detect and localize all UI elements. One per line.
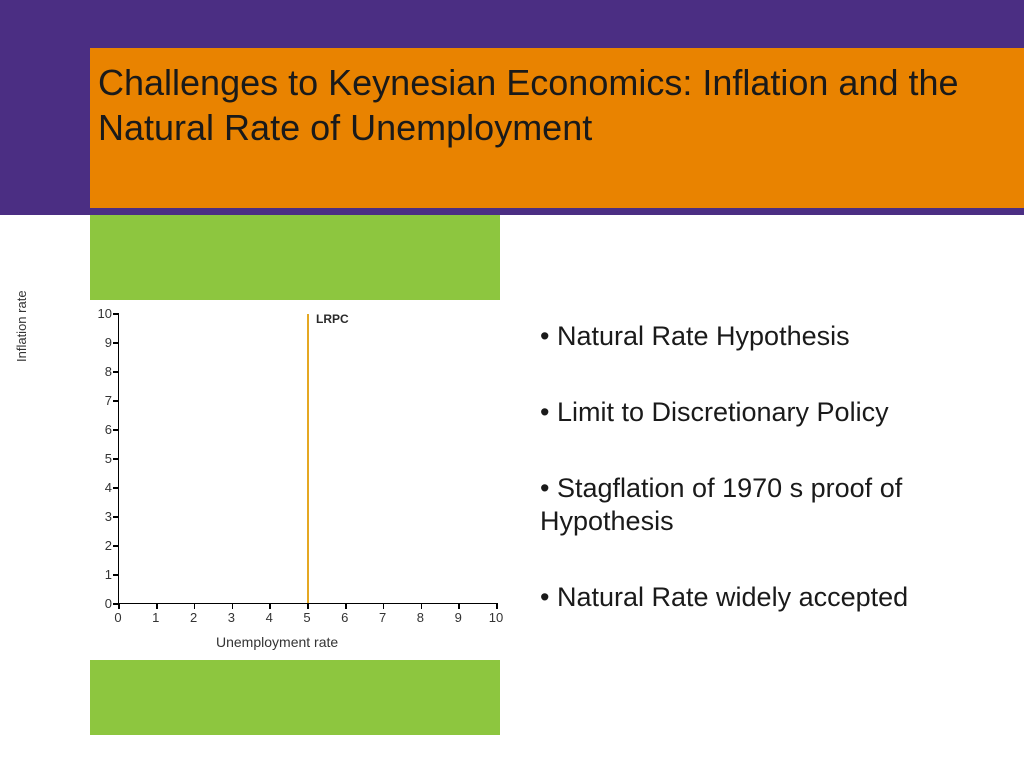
bullet-text: Limit to Discretionary Policy xyxy=(557,397,889,427)
y-tick-label: 10 xyxy=(82,306,112,321)
y-tick xyxy=(113,342,119,344)
x-tick-label: 9 xyxy=(448,610,468,625)
x-tick xyxy=(232,603,234,609)
x-tick-label: 10 xyxy=(486,610,506,625)
bullet-text: Natural Rate Hypothesis xyxy=(557,321,850,351)
title-box: Challenges to Keynesian Economics: Infla… xyxy=(90,48,1024,208)
x-tick-label: 1 xyxy=(146,610,166,625)
x-tick xyxy=(421,603,423,609)
y-tick-label: 0 xyxy=(82,596,112,611)
x-tick-label: 0 xyxy=(108,610,128,625)
x-tick xyxy=(496,603,498,609)
lrpc-vertical-line xyxy=(307,314,310,604)
y-tick xyxy=(113,458,119,460)
y-tick xyxy=(113,371,119,373)
bullet-list: • Natural Rate Hypothesis • Limit to Dis… xyxy=(540,310,1020,657)
x-tick xyxy=(307,603,309,609)
x-tick xyxy=(458,603,460,609)
y-tick-label: 2 xyxy=(82,538,112,553)
bullet-text: Natural Rate widely accepted xyxy=(557,582,908,612)
bullet-item: • Natural Rate widely accepted xyxy=(540,581,1020,615)
lrpc-label: LRPC xyxy=(316,312,349,326)
y-tick-label: 1 xyxy=(82,567,112,582)
chart-plot-area: LRPC xyxy=(118,314,496,604)
y-tick xyxy=(113,545,119,547)
y-tick xyxy=(113,429,119,431)
y-tick-label: 3 xyxy=(82,509,112,524)
y-tick-label: 7 xyxy=(82,393,112,408)
y-tick-label: 4 xyxy=(82,480,112,495)
bullet-text: Stagflation of 1970 s proof of Hypothesi… xyxy=(540,473,902,537)
bullet-item: • Stagflation of 1970 s proof of Hypothe… xyxy=(540,472,1020,540)
y-tick-label: 8 xyxy=(82,364,112,379)
y-tick xyxy=(113,487,119,489)
x-tick-label: 8 xyxy=(410,610,430,625)
x-tick-label: 4 xyxy=(259,610,279,625)
x-tick-label: 3 xyxy=(221,610,241,625)
y-tick xyxy=(113,516,119,518)
bullet-item: • Natural Rate Hypothesis xyxy=(540,320,1020,354)
x-tick-label: 2 xyxy=(184,610,204,625)
x-tick-label: 5 xyxy=(297,610,317,625)
y-tick xyxy=(113,400,119,402)
x-tick xyxy=(383,603,385,609)
x-tick xyxy=(194,603,196,609)
y-tick xyxy=(113,313,119,315)
x-tick xyxy=(345,603,347,609)
y-axis-label: Inflation rate xyxy=(14,290,29,362)
x-tick xyxy=(269,603,271,609)
y-tick xyxy=(113,574,119,576)
slide-title: Challenges to Keynesian Economics: Infla… xyxy=(98,60,1016,150)
x-tick-label: 7 xyxy=(373,610,393,625)
x-tick xyxy=(156,603,158,609)
bullet-item: • Limit to Discretionary Policy xyxy=(540,396,1020,430)
y-tick-label: 9 xyxy=(82,335,112,350)
x-axis-label: Unemployment rate xyxy=(216,634,338,650)
x-tick-label: 6 xyxy=(335,610,355,625)
y-tick-label: 6 xyxy=(82,422,112,437)
y-tick-label: 5 xyxy=(82,451,112,466)
x-tick xyxy=(118,603,120,609)
lrpc-chart: Inflation rate LRPC Unemployment rate 01… xyxy=(26,300,516,660)
